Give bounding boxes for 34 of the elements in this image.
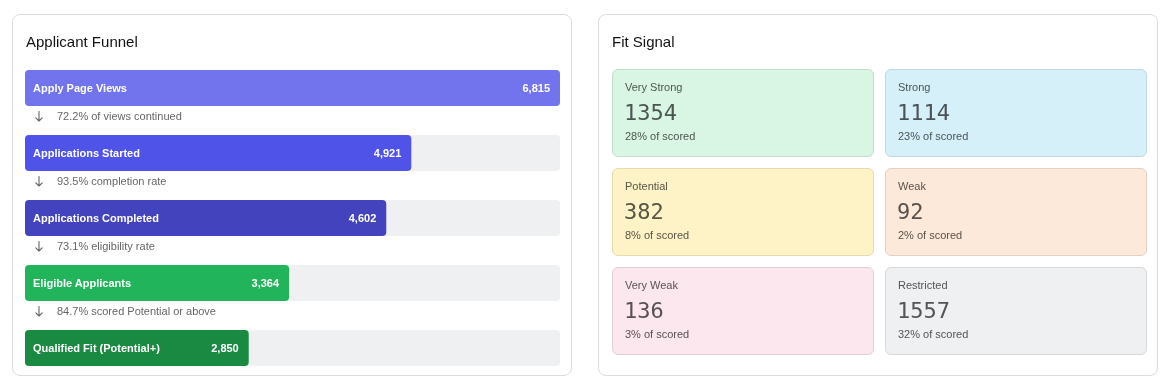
text: 23% of scored bbox=[898, 130, 969, 142]
data-label: 4,921 bbox=[373, 146, 402, 159]
data-label: 1354 bbox=[624, 100, 677, 125]
text: 28% of scored bbox=[625, 130, 696, 142]
annotation: 84.7% scored Potential or above bbox=[57, 305, 216, 317]
category-label: Potential bbox=[625, 180, 668, 192]
chart-title: Applicant Funnel bbox=[26, 33, 138, 50]
text: 32% of scored bbox=[898, 328, 969, 340]
category-label: Very Weak bbox=[625, 279, 678, 291]
category-label: Restricted bbox=[898, 279, 948, 291]
annotation: 93.5% completion rate bbox=[57, 175, 167, 187]
data-label: 92 bbox=[897, 199, 924, 224]
annotation: 73.1% eligibility rate bbox=[57, 240, 155, 252]
y-tick-label: Applications Started bbox=[33, 146, 140, 159]
y-tick-label: Eligible Applicants bbox=[33, 276, 131, 289]
data-label: 3,364 bbox=[251, 276, 280, 289]
data-label: 4,602 bbox=[348, 211, 377, 224]
data-label: 1557 bbox=[897, 298, 950, 323]
text: 8% of scored bbox=[625, 229, 690, 241]
data-label: 6,815 bbox=[522, 81, 550, 94]
y-tick-label: Applications Completed bbox=[33, 211, 159, 224]
text: 3% of scored bbox=[625, 328, 690, 340]
data-label: 1114 bbox=[897, 100, 950, 125]
data-label: 382 bbox=[624, 199, 664, 224]
text: Fit Signal bbox=[612, 33, 675, 50]
data-label: 136 bbox=[624, 298, 664, 323]
y-tick-label: Apply Page Views bbox=[33, 81, 127, 94]
category-label: Strong bbox=[898, 81, 931, 93]
y-tick-label: Qualified Fit (Potential+) bbox=[33, 341, 161, 354]
data-label: 2,850 bbox=[211, 341, 239, 354]
category-label: Very Strong bbox=[625, 81, 683, 93]
annotation: 72.2% of views continued bbox=[57, 110, 182, 122]
category-label: Weak bbox=[898, 180, 926, 192]
text: 2% of scored bbox=[898, 229, 963, 241]
